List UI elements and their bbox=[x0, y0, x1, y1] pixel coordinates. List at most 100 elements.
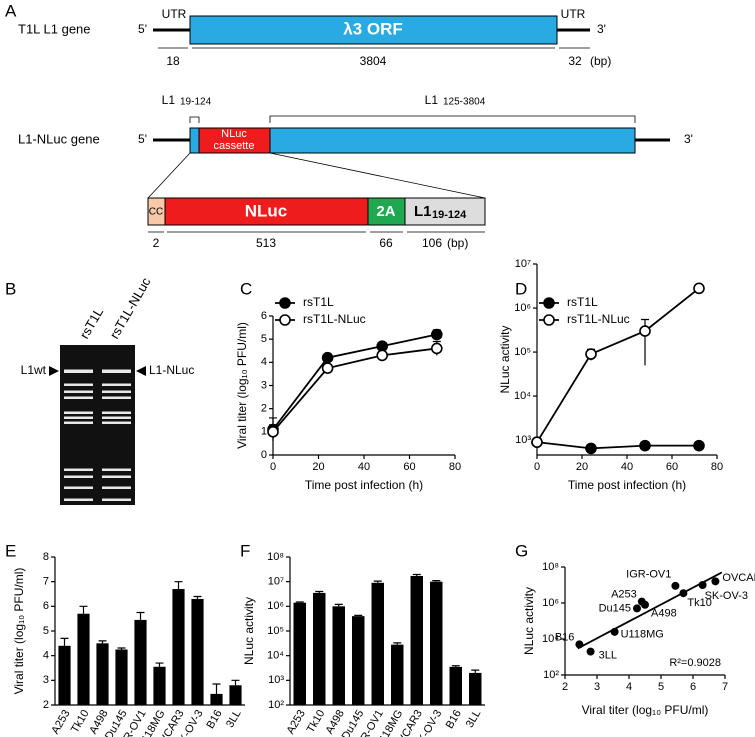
y-tick-label: 10² bbox=[543, 669, 559, 681]
bar bbox=[191, 598, 204, 705]
point-label: 3LL bbox=[599, 649, 617, 661]
x-axis-label: Time post infection (h) bbox=[305, 478, 423, 492]
error-bar bbox=[315, 590, 324, 593]
y-axis-label: NLuc activity bbox=[522, 587, 536, 655]
marker bbox=[639, 325, 651, 337]
x-tick-label: 0 bbox=[534, 461, 540, 473]
chart-scatter: G 10² 10⁴ 10⁶ 10⁸ NLuc activity 2 3 4 5 6 7 Viral ti… bbox=[515, 541, 755, 717]
panel-label: A bbox=[5, 1, 17, 20]
x-tick-label: A253 bbox=[285, 708, 308, 736]
bar bbox=[449, 666, 462, 705]
point bbox=[586, 647, 595, 656]
y-axis-label: Viral titer (log₁₀ PFU/ml) bbox=[235, 322, 249, 449]
x-tick-label: 40 bbox=[358, 461, 370, 473]
marker bbox=[585, 348, 597, 360]
bar bbox=[352, 616, 365, 705]
series-line bbox=[536, 287, 700, 443]
gel-band bbox=[102, 396, 131, 399]
error-bar bbox=[393, 642, 402, 645]
panel-label: G bbox=[515, 541, 528, 560]
x-tick-label: B16 bbox=[204, 708, 224, 731]
region-range: 19-124 bbox=[180, 97, 212, 108]
point bbox=[671, 581, 680, 590]
y-tick-label: 6 bbox=[43, 600, 49, 612]
y-tick-label: 8 bbox=[43, 551, 49, 563]
error-bar bbox=[155, 662, 164, 667]
y-tick-label: 10⁴ bbox=[267, 650, 284, 662]
bar bbox=[371, 582, 384, 705]
legend-label: rsT1L bbox=[567, 295, 598, 309]
legend-marker bbox=[279, 297, 291, 309]
panel-label: E bbox=[5, 541, 16, 560]
bar bbox=[58, 645, 71, 705]
bar bbox=[469, 672, 482, 705]
y-tick-label: 10⁷ bbox=[268, 576, 284, 588]
marker bbox=[376, 349, 389, 362]
gel-band bbox=[64, 396, 93, 399]
point-label: Du145 bbox=[599, 602, 631, 614]
gel-band bbox=[102, 475, 131, 478]
error-bar bbox=[471, 669, 480, 673]
y-tick-label: 5 bbox=[261, 333, 267, 345]
error-bar bbox=[354, 614, 363, 617]
y-tick-label: 10⁶ bbox=[514, 302, 531, 314]
error-bar bbox=[212, 683, 221, 694]
end-label: 3' bbox=[597, 22, 606, 36]
y-tick-label: 4 bbox=[43, 650, 49, 662]
length: 106 bbox=[422, 236, 442, 250]
y-tick-label: 3 bbox=[43, 674, 49, 686]
y-tick-label: 2 bbox=[43, 699, 49, 711]
x-tick-label: 6 bbox=[690, 681, 696, 693]
gel-band bbox=[102, 411, 131, 414]
error-bar bbox=[136, 611, 145, 620]
x-tick-label: 80 bbox=[449, 461, 461, 473]
bar bbox=[229, 685, 242, 705]
y-tick-label: 4 bbox=[261, 356, 267, 368]
bracket bbox=[269, 115, 636, 123]
bar bbox=[410, 575, 423, 705]
l1-box bbox=[404, 197, 486, 226]
chart-line: C 0 1 2 3 4 5 6 Viral titer (log₁₀ PFU/ml) 0 20 40 6… bbox=[235, 279, 461, 492]
gene-name: T1L L1 gene bbox=[18, 21, 91, 36]
arrow bbox=[136, 366, 146, 376]
bar bbox=[313, 592, 326, 705]
gel-band bbox=[64, 468, 93, 471]
y-tick-label: 6 bbox=[261, 310, 267, 322]
y-tick-label: 10³ bbox=[515, 434, 531, 446]
bar bbox=[210, 693, 223, 705]
gene-name: L1-NLuc gene bbox=[18, 131, 100, 146]
unit: (bp) bbox=[590, 54, 611, 68]
gel-band bbox=[64, 475, 93, 478]
bar bbox=[96, 643, 109, 705]
gel-band bbox=[102, 369, 131, 373]
error-bar bbox=[334, 603, 343, 607]
end-label: 5' bbox=[138, 22, 147, 36]
legend-label: rsT1L bbox=[303, 295, 334, 309]
bar bbox=[115, 649, 128, 705]
gel-band bbox=[102, 421, 131, 424]
panel-label: C bbox=[240, 279, 252, 298]
y-tick-label: 0 bbox=[261, 449, 267, 461]
x-tick-label: 60 bbox=[666, 461, 678, 473]
y-tick-label: 10⁷ bbox=[515, 258, 531, 270]
x-tick-label: 7 bbox=[722, 681, 728, 693]
fit-line bbox=[577, 571, 723, 650]
y-axis-label: NLuc activity bbox=[498, 325, 512, 393]
gel-band bbox=[64, 498, 93, 501]
point bbox=[610, 627, 619, 636]
bar bbox=[391, 644, 404, 705]
arrow bbox=[49, 366, 59, 376]
legend-marker bbox=[543, 314, 555, 326]
x-tick-label: 2 bbox=[562, 681, 568, 693]
region-label: L1 bbox=[162, 93, 176, 107]
legend-label: rsT1L-NLuc bbox=[567, 312, 630, 326]
point-label: SK-OV-3 bbox=[705, 590, 748, 602]
band-marker: L1wt bbox=[21, 363, 47, 377]
bracket bbox=[189, 116, 200, 123]
point-label: Tk10 bbox=[687, 597, 711, 609]
error-bar bbox=[451, 665, 460, 667]
y-tick-label: 10⁵ bbox=[267, 625, 284, 637]
gel-band bbox=[102, 468, 131, 471]
bar bbox=[77, 613, 90, 705]
